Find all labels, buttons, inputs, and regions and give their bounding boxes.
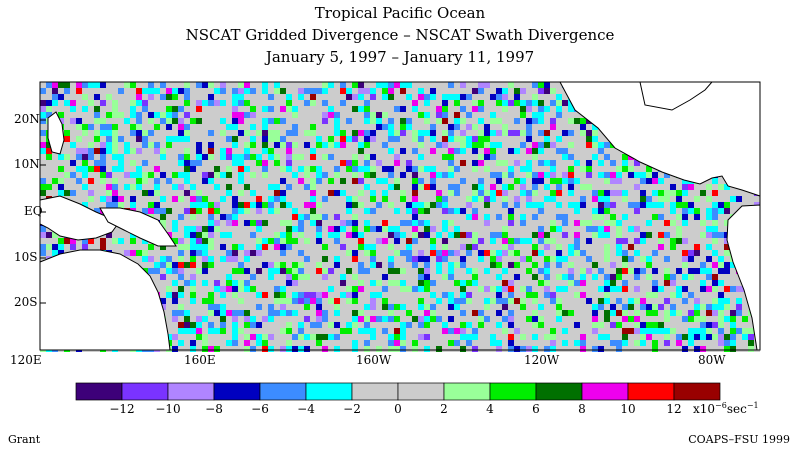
lat-label-20n: 20N	[14, 112, 40, 126]
title-line-2: NSCAT Gridded Divergence – NSCAT Swath D…	[185, 26, 615, 44]
source-credit: COAPS–FSU 1999	[688, 433, 790, 446]
colorbar-tick-label: 8	[578, 402, 586, 416]
lon-label-120e: 120E	[10, 353, 42, 367]
colorbar-tick-label: −4	[297, 402, 315, 416]
colorbar-swatch	[535, 382, 583, 401]
lon-label-80w: 80W	[698, 353, 726, 367]
lat-label-10s: 10S	[14, 250, 38, 264]
colorbar-tick-label: −6	[251, 402, 269, 416]
colorbar-swatch	[397, 382, 445, 401]
land-indonesia-west	[39, 195, 127, 241]
land	[39, 81, 761, 351]
colorbar-tick-label: 10	[620, 402, 636, 416]
colorbar-tick-label: −2	[343, 402, 361, 416]
colorbar-swatch	[351, 382, 399, 401]
colorbar-swatch	[443, 382, 491, 401]
colorbar-swatch	[627, 382, 675, 401]
map-frame	[39, 81, 761, 351]
land-philippines	[47, 111, 65, 155]
colorbar-tick-label: 12	[666, 402, 682, 416]
lon-label-120w: 120W	[524, 353, 560, 367]
colorbar	[75, 382, 721, 401]
colorbar-swatch	[489, 382, 537, 401]
colorbar-swatch	[75, 382, 123, 401]
lat-label-20s: 20S	[14, 295, 38, 309]
colorbar-swatch	[121, 382, 169, 401]
lon-label-160w: 160W	[356, 353, 392, 367]
colorbar-swatch	[259, 382, 307, 401]
colorbar-tick-label: 6	[532, 402, 540, 416]
colorbar-tick-label: 2	[440, 402, 448, 416]
colorbar-tick-label: −12	[109, 402, 135, 416]
lat-label-eq: EQ	[24, 204, 43, 218]
colorbar-swatch	[581, 382, 629, 401]
lat-label-10n: 10N	[14, 157, 40, 171]
colorbar-tick-label: −10	[155, 402, 181, 416]
colorbar-tick-label: −8	[205, 402, 223, 416]
author-credit: Grant	[8, 433, 41, 446]
colorbar-swatch	[213, 382, 261, 401]
land-mexico-central-america	[559, 81, 761, 197]
colorbar-tick-label: 4	[486, 402, 494, 416]
title-line-1: Tropical Pacific Ocean	[314, 4, 486, 22]
colorbar-swatch	[673, 382, 721, 401]
colorbar-swatch	[167, 382, 215, 401]
colorbar-tick-label: 0	[394, 402, 402, 416]
title-line-3: January 5, 1997 – January 11, 1997	[265, 48, 535, 66]
land-new-guinea	[99, 207, 177, 247]
colorbar-unit: x10−6sec−1	[693, 401, 759, 416]
lon-label-160e: 160E	[184, 353, 216, 367]
colorbar-swatch	[305, 382, 353, 401]
